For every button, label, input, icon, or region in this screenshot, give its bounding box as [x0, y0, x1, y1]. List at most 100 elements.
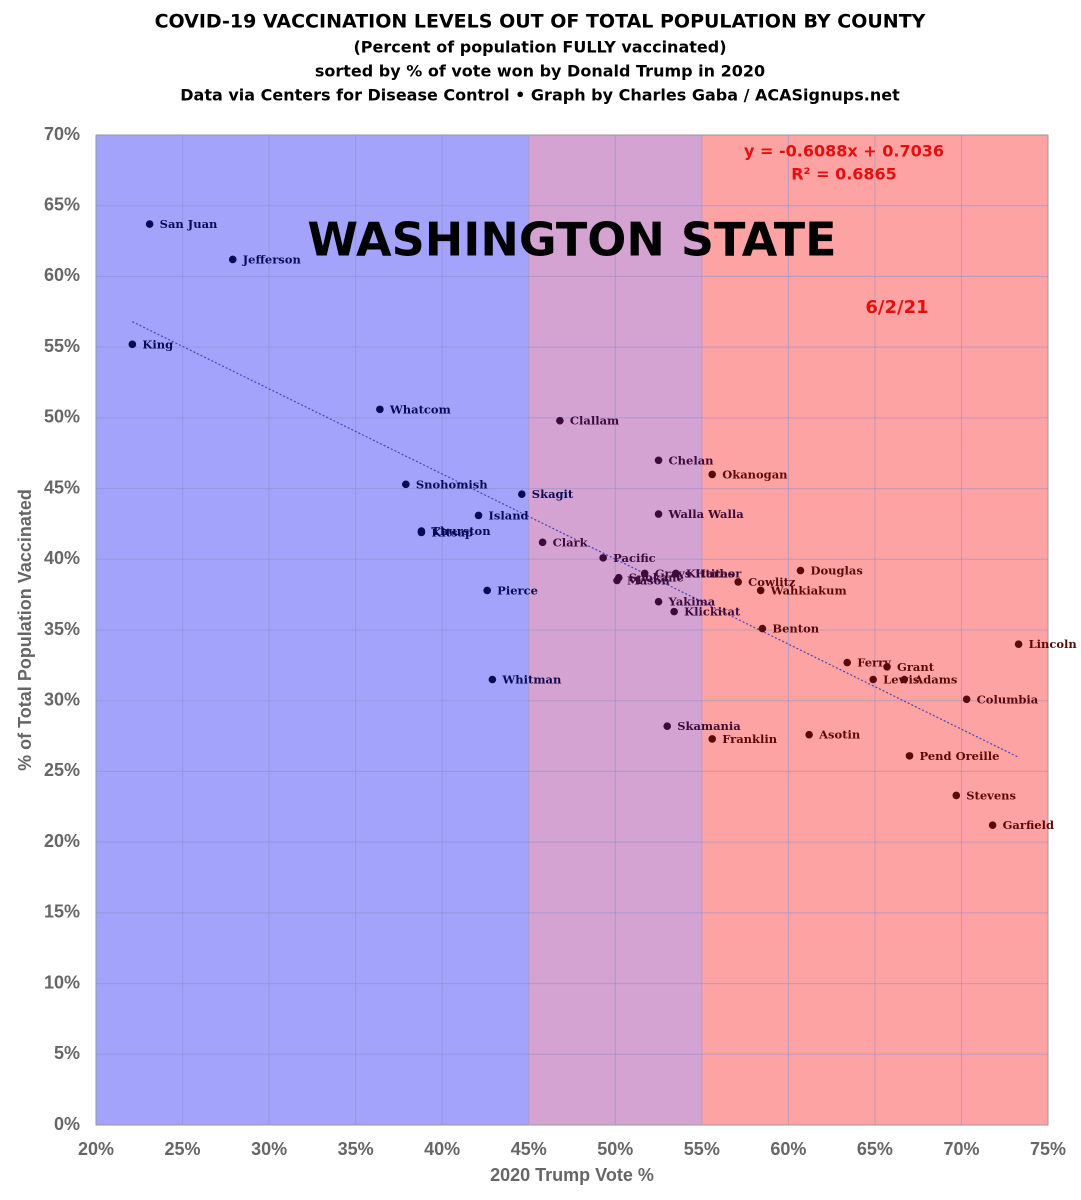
point-label: Pierce — [497, 583, 538, 597]
data-point — [883, 662, 891, 671]
annotation: 6/2/21 — [865, 297, 928, 318]
annotation: y = -0.6088x + 0.7036 — [744, 142, 944, 161]
y-tick-label: 20% — [44, 831, 80, 851]
data-point — [538, 538, 547, 547]
point-label: Columbia — [977, 692, 1039, 706]
point-label: Snohomish — [416, 477, 488, 491]
data-point — [1014, 640, 1023, 648]
data-point — [474, 511, 483, 520]
point-label: Spokane — [629, 571, 684, 585]
x-tick-label: 25% — [165, 1139, 201, 1159]
point-label: Jefferson — [242, 252, 302, 266]
y-tick-label: 65% — [44, 194, 80, 214]
point-label: Ferry — [857, 656, 891, 670]
point-label: Kittitas — [686, 566, 735, 580]
y-tick-label: 40% — [44, 548, 80, 568]
data-point — [518, 490, 526, 499]
point-label: Cowlitz — [748, 575, 796, 589]
data-point — [654, 597, 663, 606]
point-label: Kitsap — [431, 525, 473, 539]
point-label: Asotin — [818, 728, 861, 742]
data-point — [758, 624, 767, 633]
data-point — [843, 658, 852, 667]
point-label: Benton — [772, 622, 819, 636]
data-point — [952, 791, 961, 800]
y-tick-label: 15% — [44, 902, 80, 922]
point-label: Chelan — [669, 453, 715, 467]
point-label: San Juan — [160, 217, 218, 231]
point-label: Mason — [627, 574, 670, 588]
x-tick-label: 20% — [78, 1139, 114, 1159]
x-tick-label: 40% — [424, 1139, 460, 1159]
data-point — [654, 510, 663, 518]
data-point — [756, 586, 765, 595]
data-point — [417, 528, 426, 537]
x-tick-label: 70% — [943, 1139, 979, 1159]
data-point — [672, 569, 680, 578]
data-point — [483, 586, 491, 595]
point-label: Whatcom — [389, 402, 451, 416]
chart-heading: WASHINGTON STATE — [307, 213, 836, 267]
point-label: Adams — [913, 673, 957, 687]
point-label: Garfield — [1003, 818, 1054, 832]
point-label: Yakima — [668, 595, 716, 609]
data-point — [128, 340, 137, 349]
data-point — [962, 695, 971, 704]
data-point — [663, 722, 671, 730]
point-label: Clallam — [570, 414, 619, 428]
x-tick-label: 55% — [684, 1139, 720, 1159]
data-point — [905, 752, 914, 760]
point-label: Grant — [897, 660, 935, 674]
data-point — [734, 578, 742, 586]
point-label: Whitman — [501, 673, 562, 687]
y-tick-label: 5% — [54, 1043, 80, 1063]
chart-subtitle: sorted by % of vote won by Donald Trump … — [315, 62, 765, 81]
x-tick-label: 60% — [770, 1139, 806, 1159]
point-label: Wahkiakum — [770, 583, 847, 597]
point-label: Douglas — [810, 564, 862, 578]
data-point — [805, 730, 813, 739]
data-point — [613, 576, 621, 585]
y-axis-label: % of Total Population Vaccinated — [15, 489, 35, 771]
y-tick-label: 10% — [44, 972, 80, 992]
data-point — [556, 416, 564, 425]
plot-border — [95, 134, 1049, 1126]
data-point — [988, 821, 997, 829]
point-label: Klickitat — [684, 605, 741, 619]
y-tick-label: 70% — [44, 124, 80, 144]
x-tick-label: 30% — [251, 1139, 287, 1159]
x-tick-label: 35% — [338, 1139, 374, 1159]
y-tick-label: 45% — [44, 477, 80, 497]
data-point — [869, 675, 877, 684]
point-label: Pacific — [613, 551, 656, 565]
y-tick-label: 55% — [44, 336, 80, 356]
annotation: R² = 0.6865 — [791, 165, 897, 184]
point-label: Pend Oreille — [920, 749, 1000, 763]
point-label: Skagit — [532, 487, 574, 501]
data-point — [654, 456, 663, 465]
y-tick-label: 25% — [44, 760, 80, 780]
point-label: Thurston — [431, 524, 491, 538]
point-label: Clark — [553, 535, 589, 549]
y-tick-label: 35% — [44, 619, 80, 639]
data-point — [376, 405, 384, 414]
data-point — [708, 735, 717, 743]
data-point — [796, 566, 805, 575]
data-point — [228, 255, 237, 264]
point-label: Franklin — [722, 732, 778, 746]
data-point — [488, 675, 497, 684]
x-tick-label: 65% — [857, 1139, 893, 1159]
y-tick-label: 50% — [44, 407, 80, 427]
x-axis-label: 2020 Trump Vote % — [490, 1165, 654, 1185]
data-point — [708, 470, 717, 479]
point-label: Lincoln — [1029, 637, 1078, 651]
chart-subtitle: (Percent of population FULLY vaccinated) — [353, 38, 726, 57]
point-label: Walla Walla — [668, 507, 745, 521]
chart-subtitle: Data via Centers for Disease Control • G… — [180, 86, 900, 105]
data-point — [640, 569, 649, 578]
x-tick-label: 75% — [1030, 1139, 1066, 1159]
y-tick-label: 30% — [44, 689, 80, 709]
data-point — [145, 220, 154, 228]
data-point — [599, 554, 607, 562]
